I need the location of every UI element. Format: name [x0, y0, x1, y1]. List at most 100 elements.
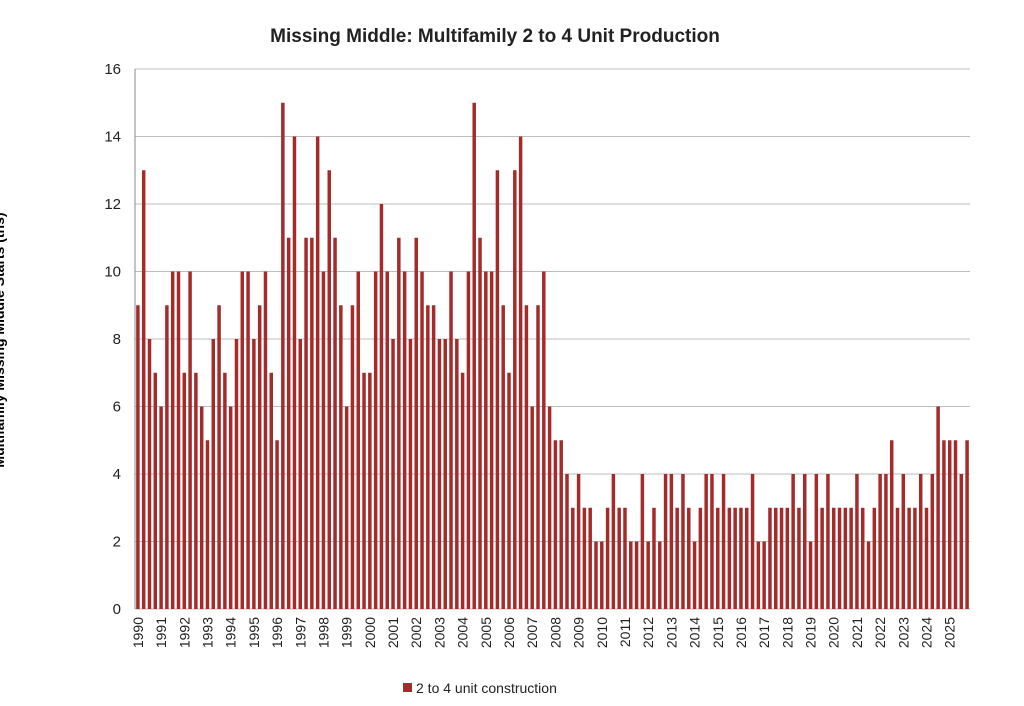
bar	[803, 474, 807, 609]
bar	[658, 541, 662, 609]
bar	[507, 372, 511, 609]
bar	[426, 305, 430, 609]
bar	[524, 305, 529, 609]
bar	[727, 507, 732, 609]
y-axis-label-box: Multifamily Missing Middle Starts (ths)	[0, 212, 7, 467]
y-tick-label: 4	[113, 466, 121, 483]
bar	[484, 271, 488, 609]
x-tick-label: 2010	[594, 617, 610, 648]
bar	[298, 339, 302, 609]
bar	[536, 305, 540, 609]
bar	[141, 170, 146, 609]
bar	[889, 440, 894, 609]
bar	[205, 440, 210, 609]
bar	[542, 271, 546, 609]
bar	[860, 507, 865, 609]
bar	[547, 406, 552, 609]
bar	[640, 474, 645, 609]
bar	[414, 237, 418, 609]
x-tick-label: 2013	[663, 617, 679, 648]
bar	[315, 136, 320, 609]
bar	[165, 305, 169, 609]
bar	[257, 305, 262, 609]
bar	[333, 237, 337, 609]
x-tick-label: 2007	[524, 617, 540, 648]
bar	[768, 507, 772, 609]
bar	[559, 440, 563, 609]
bar	[136, 305, 140, 609]
bar	[826, 474, 830, 609]
bar	[194, 372, 198, 609]
bar	[397, 237, 401, 609]
bar	[159, 406, 163, 609]
x-tick-label: 2001	[385, 617, 401, 648]
x-tick-label: 1997	[292, 617, 308, 648]
bar	[339, 305, 343, 609]
bar	[733, 507, 737, 609]
bar	[402, 271, 407, 609]
bar	[959, 474, 964, 609]
x-tick-label: 2011	[617, 617, 633, 647]
bar	[750, 474, 755, 609]
bar	[420, 271, 424, 609]
x-tick-label: 2020	[826, 617, 842, 648]
x-tick-label: 2012	[640, 617, 656, 648]
bar	[356, 271, 360, 609]
bar	[692, 541, 697, 609]
bar	[240, 271, 245, 609]
bar	[837, 507, 842, 609]
bar	[281, 102, 285, 609]
bar	[814, 474, 819, 609]
y-tick-label: 10	[104, 264, 121, 281]
bar	[652, 507, 656, 609]
bar	[907, 507, 911, 609]
bar	[669, 474, 674, 609]
bar	[791, 474, 795, 609]
bar	[849, 507, 853, 609]
bar	[936, 406, 940, 609]
bar	[368, 372, 372, 609]
x-tick-label: 2000	[362, 617, 378, 648]
bar	[385, 271, 389, 609]
bar	[513, 170, 517, 609]
bar	[808, 541, 813, 609]
bar	[228, 406, 233, 609]
bar	[895, 507, 900, 609]
bar	[878, 474, 882, 609]
bar	[501, 305, 505, 609]
x-tick-label: 2025	[942, 617, 958, 648]
bar	[687, 507, 691, 609]
chart-title: Missing Middle: Multifamily 2 to 4 Unit …	[270, 26, 720, 47]
bar	[565, 474, 569, 609]
bar	[489, 271, 494, 609]
bar	[252, 339, 256, 609]
bar	[576, 474, 581, 609]
x-tick-label: 2016	[733, 617, 749, 648]
bar	[918, 474, 923, 609]
bar	[310, 237, 314, 609]
bar	[344, 406, 349, 609]
bar	[704, 474, 708, 609]
bar	[600, 541, 604, 609]
bar	[629, 541, 633, 609]
bar	[785, 507, 790, 609]
bar	[188, 271, 192, 609]
bar	[478, 237, 482, 609]
bar	[495, 170, 500, 609]
bar	[373, 271, 378, 609]
bar	[431, 305, 436, 609]
y-tick-label: 14	[104, 129, 121, 146]
x-tick-label: 2002	[408, 617, 424, 648]
bar	[855, 474, 859, 609]
bar	[797, 507, 801, 609]
bar	[745, 507, 749, 609]
bar	[924, 507, 929, 609]
bar	[147, 339, 152, 609]
bar	[942, 440, 946, 609]
bar	[176, 271, 181, 609]
x-tick-label: 1998	[315, 617, 331, 648]
x-tick-label: 2015	[710, 617, 726, 648]
bar	[617, 507, 621, 609]
x-tick-label: 2023	[895, 617, 911, 648]
